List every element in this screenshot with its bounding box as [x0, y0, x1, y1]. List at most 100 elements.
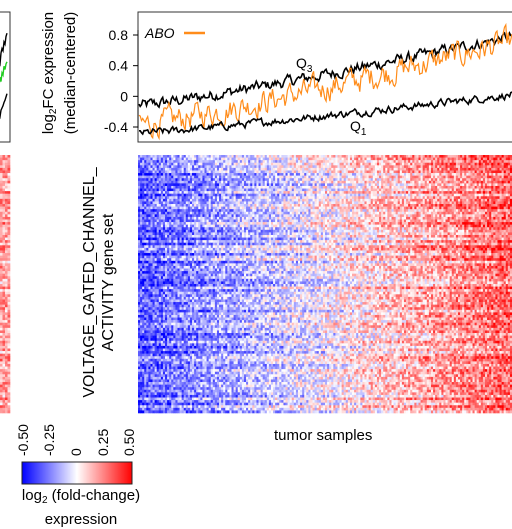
heatmap-cell — [358, 209, 360, 212]
heatmap-cell — [196, 214, 198, 217]
heatmap-cell — [232, 214, 234, 217]
heatmap-cell — [342, 189, 344, 192]
heatmap-cell — [150, 217, 152, 220]
heatmap-cell — [354, 217, 356, 220]
heatmap-cell — [140, 178, 142, 181]
heatmap-cell — [234, 155, 236, 158]
heatmap-cell — [340, 183, 342, 186]
heatmap-cell — [506, 170, 508, 173]
left-heatmap-cell — [3, 287, 6, 290]
heatmap-cell — [304, 204, 306, 207]
heatmap-cell — [200, 214, 202, 217]
heatmap-cell — [364, 170, 366, 173]
heatmap-cell — [473, 194, 475, 197]
heatmap-cell — [140, 217, 142, 220]
heatmap-cell — [416, 207, 418, 210]
heatmap-cell — [466, 178, 468, 181]
heatmap-cell — [300, 176, 302, 179]
heatmap-cell — [321, 183, 323, 186]
heatmap-cell — [404, 191, 406, 194]
heatmap-cell — [298, 199, 300, 202]
heatmap-cell — [329, 165, 331, 168]
heatmap-cell — [460, 191, 462, 194]
heatmap-cell — [387, 201, 389, 204]
heatmap-cell — [315, 176, 317, 179]
heatmap-cell — [398, 163, 400, 166]
heatmap-cell — [207, 186, 209, 189]
heatmap-cell — [240, 178, 242, 181]
heatmap-cell — [412, 178, 414, 181]
left-heatmap-cell — [3, 320, 6, 323]
heatmap-cell — [412, 186, 414, 189]
heatmap-cell — [279, 199, 281, 202]
heatmap-cell — [252, 173, 254, 176]
heatmap-cell — [300, 217, 302, 220]
heatmap-cell — [271, 155, 273, 158]
heatmap-cell — [286, 209, 288, 212]
left-heatmap-cell — [0, 209, 3, 212]
heatmap-cell — [234, 183, 236, 186]
heatmap-cell — [481, 194, 483, 197]
heatmap-cell — [506, 189, 508, 192]
heatmap-cell — [223, 168, 225, 171]
heatmap-cell — [419, 199, 421, 202]
heatmap-cell — [150, 170, 152, 173]
heatmap-cell — [269, 181, 271, 184]
heatmap-cell — [277, 199, 279, 202]
heatmap-cell — [360, 168, 362, 171]
heatmap-cell — [458, 170, 460, 173]
heatmap-cell — [313, 217, 315, 220]
heatmap-cell — [454, 155, 456, 158]
left-heatmap-cell — [0, 312, 3, 315]
left-heatmap-cell — [5, 408, 8, 411]
heatmap-cell — [460, 204, 462, 207]
heatmap-cell — [148, 196, 150, 199]
heatmap-cell — [286, 207, 288, 210]
heatmap-cell — [171, 212, 173, 215]
heatmap-cell — [450, 214, 452, 217]
heatmap-cell — [342, 158, 344, 161]
heatmap-cell — [213, 212, 215, 215]
left-heatmap-cell — [8, 387, 11, 390]
heatmap-cell — [500, 160, 502, 163]
heatmap-cell — [425, 176, 427, 179]
heatmap-cell — [493, 191, 495, 194]
heatmap-cell — [236, 220, 238, 223]
heatmap-cell — [215, 183, 217, 186]
heatmap-cell — [155, 212, 157, 215]
heatmap-cell — [350, 204, 352, 207]
heatmap-cell — [433, 183, 435, 186]
heatmap-cell — [200, 186, 202, 189]
heatmap-cell — [277, 165, 279, 168]
heatmap-cell — [146, 178, 148, 181]
left-heatmap-cell — [5, 225, 8, 228]
heatmap-cell — [298, 160, 300, 163]
left-heatmap-cell — [8, 302, 11, 305]
heatmap-cell — [254, 178, 256, 181]
heatmap-cell — [369, 170, 371, 173]
heatmap-cell — [408, 199, 410, 202]
heatmap-cell — [364, 160, 366, 163]
heatmap-cell — [211, 207, 213, 210]
heatmap-cell — [454, 186, 456, 189]
heatmap-cell — [373, 201, 375, 204]
heatmap-cell — [435, 168, 437, 171]
heatmap-cell — [331, 189, 333, 192]
heatmap-cell — [308, 209, 310, 212]
heatmap-cell — [377, 217, 379, 220]
heatmap-cell — [279, 209, 281, 212]
heatmap-cell — [163, 199, 165, 202]
heatmap-cell — [323, 217, 325, 220]
heatmap-cell — [265, 186, 267, 189]
heatmap-cell — [402, 170, 404, 173]
heatmap-cell — [406, 214, 408, 217]
heatmap-cell — [340, 178, 342, 181]
left-heatmap-cell — [5, 165, 8, 168]
heatmap-cell — [427, 191, 429, 194]
heatmap-cell — [329, 214, 331, 217]
heatmap-cell — [344, 186, 346, 189]
left-heatmap-cell — [3, 173, 6, 176]
heatmap-cell — [286, 196, 288, 199]
heatmap-cell — [456, 158, 458, 161]
heatmap-cell — [248, 168, 250, 171]
